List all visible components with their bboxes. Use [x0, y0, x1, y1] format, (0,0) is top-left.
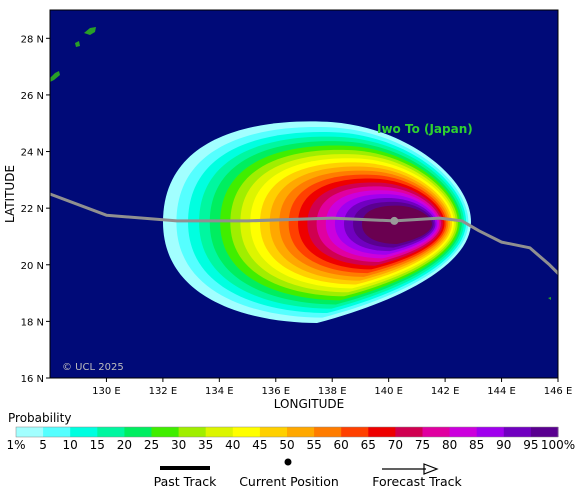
y-tick-label: 18 N [21, 317, 44, 328]
past-track-label: Past Track [154, 474, 217, 489]
scale-swatches [15, 426, 559, 438]
scale-swatch [503, 427, 532, 437]
x-tick-label: 134 E [205, 386, 234, 397]
x-tick-label: 144 E [487, 386, 516, 397]
scale-label: 35 [198, 438, 213, 452]
scale-swatch [124, 427, 152, 437]
x-tick-label: 130 E [92, 386, 121, 397]
scale-swatch [70, 427, 98, 437]
probability-contour [362, 205, 432, 244]
scale-swatch [151, 427, 180, 437]
scale-label: 75 [415, 438, 430, 452]
scale-swatch [530, 427, 559, 437]
scale-label: 10 [63, 438, 78, 452]
scale-label: 45 [252, 438, 267, 452]
scale-swatch [232, 427, 261, 437]
y-axis-ticks: 16 N 18 N 20 N 22 N 24 N 26 N 28 N [21, 34, 50, 385]
scale-swatch [97, 427, 125, 437]
plot-frame [49, 9, 559, 379]
current-position-label: Current Position [239, 474, 339, 489]
scale-label: 50 [279, 438, 294, 452]
scale-swatch [178, 427, 207, 437]
scale-label: 25 [144, 438, 159, 452]
scale-swatch [422, 427, 451, 437]
island-coast [50, 71, 60, 82]
track-legend: Past Track Current Position Forecast Tra… [154, 458, 463, 489]
x-tick-label: 132 E [149, 386, 178, 397]
probability-scale-title: Probability [8, 411, 71, 425]
y-tick-label: 26 N [21, 91, 44, 102]
scale-swatch [341, 427, 369, 437]
current-position-marker [390, 216, 399, 225]
current-position-symbol [284, 458, 292, 466]
y-tick-label: 28 N [21, 34, 44, 45]
scale-label: 40 [225, 438, 240, 452]
scale-swatch [368, 427, 396, 437]
y-tick-label: 16 N [21, 374, 44, 385]
scale-label: 15 [90, 438, 105, 452]
island-north [84, 27, 96, 35]
x-tick-label: 140 E [374, 386, 403, 397]
scale-label: 85 [469, 438, 484, 452]
scale-label: 60 [334, 438, 349, 452]
probability-swath [163, 121, 471, 324]
scale-swatch [449, 427, 478, 437]
x-tick-label: 138 E [318, 386, 347, 397]
x-axis-ticks: 130 E 132 E 134 E 136 E 138 E 140 E 142 E 144 E… [92, 378, 572, 397]
scale-swatch [314, 427, 342, 437]
scale-swatch [476, 427, 505, 437]
y-tick-label: 22 N [21, 204, 44, 215]
forecast-track-label: Forecast Track [372, 474, 462, 489]
storm-track-line [50, 192, 558, 275]
scale-label: 20 [117, 438, 132, 452]
scale-swatch [43, 427, 71, 437]
island-east-speck [548, 297, 551, 300]
y-tick-label: 20 N [21, 261, 44, 272]
copyright-label: © UCL 2025 [62, 362, 124, 373]
scale-label: 70 [388, 438, 403, 452]
x-tick-label: 136 E [261, 386, 290, 397]
land-islands [50, 27, 551, 300]
scale-label: 30 [171, 438, 186, 452]
scale-label: 65 [361, 438, 376, 452]
x-axis-title: LONGITUDE [274, 397, 344, 411]
y-tick-label: 24 N [21, 148, 44, 159]
scale-swatch [16, 427, 44, 437]
place-label: Iwo To (Japan) [377, 122, 473, 136]
scale-frame [15, 426, 559, 438]
scale-label: 55 [306, 438, 321, 452]
scale-swatch [395, 427, 423, 437]
probability-scale: Probability 1% 5 10 15 20 25 30 35 40 45 50 55 60 65 7… [6, 411, 575, 452]
scale-label: 1% [6, 438, 25, 452]
scale-label: 95 [523, 438, 538, 452]
island-west-small [75, 41, 80, 47]
forecast-arrow-icon [423, 463, 439, 475]
scale-label: 90 [496, 438, 511, 452]
scale-swatch [205, 427, 234, 437]
y-axis-title: LATITUDE [3, 165, 17, 223]
scale-label: 80 [442, 438, 457, 452]
scale-swatch [287, 427, 315, 437]
scale-label: 100% [541, 438, 575, 452]
map-plot-area: Iwo To (Japan) © UCL 2025 [49, 9, 559, 379]
scale-swatch [259, 427, 288, 437]
x-tick-label: 142 E [431, 386, 460, 397]
x-tick-label: 146 E [544, 386, 573, 397]
scale-label: 5 [39, 438, 47, 452]
scale-labels: 1% 5 10 15 20 25 30 35 40 45 50 55 60 65 70 75 80 85 90 95 1… [6, 438, 575, 452]
